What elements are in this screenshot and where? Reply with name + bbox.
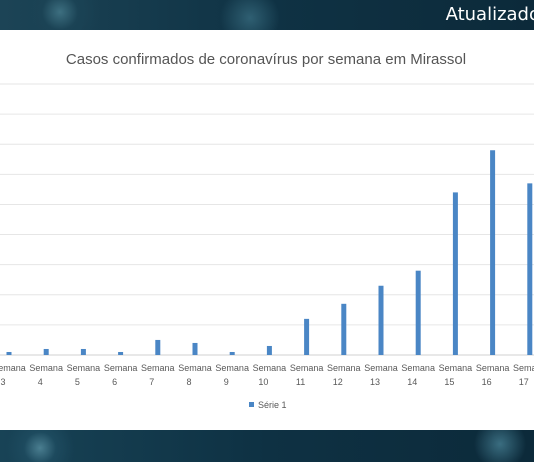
- header-banner: Atualizado: [0, 0, 534, 30]
- x-tick-label-number: 11: [296, 377, 305, 387]
- bar-semana-9: [229, 351, 235, 355]
- x-tick-label-number: 4: [38, 377, 43, 387]
- x-tick-label-number: 14: [407, 377, 417, 387]
- x-tick-label-number: 7: [149, 377, 154, 387]
- bar-chart: Casos confirmados de coronavírus por sem…: [0, 51, 534, 410]
- bar-semana-5: [80, 348, 86, 355]
- footer-banner: [0, 430, 534, 462]
- x-tick-label-prefix: Semana: [513, 363, 534, 373]
- bar-semana-10: [266, 345, 272, 355]
- x-tick-label-prefix: Semana: [29, 363, 63, 373]
- x-tick-label-number: 10: [258, 377, 268, 387]
- bar-semana-16: [490, 150, 496, 355]
- legend: Série 1: [249, 400, 287, 410]
- x-tick-label-prefix: Semana: [290, 363, 324, 373]
- legend-label: Série 1: [258, 400, 287, 410]
- chart-panel: Casos confirmados de coronavírus por sem…: [0, 30, 534, 430]
- x-tick-label-number: 15: [444, 377, 454, 387]
- x-tick-label-prefix: Semana: [215, 363, 249, 373]
- bar-semana-15: [452, 192, 458, 355]
- x-tick-label-number: 16: [482, 377, 492, 387]
- x-tick-label-prefix: Semana: [178, 363, 212, 373]
- bar-semana-12: [341, 303, 347, 355]
- legend-swatch: [249, 402, 254, 407]
- x-tick-label-number: 17: [519, 377, 529, 387]
- x-tick-label-prefix: Semana: [67, 363, 101, 373]
- x-tick-label-prefix: Semana: [327, 363, 361, 373]
- bar-semana-8: [192, 342, 198, 355]
- x-tick-label-number: 9: [224, 377, 229, 387]
- x-tick-label-prefix: Semana: [141, 363, 175, 373]
- bar-semana-6: [118, 351, 124, 355]
- bar-semana-17: [527, 183, 533, 355]
- x-tick-label-number: 8: [186, 377, 191, 387]
- x-tick-label-prefix: Semana: [364, 363, 398, 373]
- bars: [6, 150, 533, 355]
- bar-semana-11: [304, 318, 310, 355]
- x-tick-label-prefix: Semana: [401, 363, 435, 373]
- x-tick-label-number: 12: [333, 377, 343, 387]
- bar-semana-7: [155, 339, 161, 355]
- banner-text: Atualizado: [445, 4, 534, 25]
- gridlines: [0, 83, 534, 356]
- x-tick-label-number: 6: [112, 377, 117, 387]
- x-tick-label-prefix: Semana: [0, 363, 26, 373]
- x-tick-label-number: 5: [75, 377, 80, 387]
- x-tick-label-prefix: Semana: [253, 363, 287, 373]
- x-tick-label-number: 3: [0, 377, 5, 387]
- chart-title: Casos confirmados de coronavírus por sem…: [66, 51, 466, 68]
- x-tick-label-prefix: Semana: [476, 363, 510, 373]
- bar-semana-13: [378, 285, 384, 355]
- x-tick-label-number: 13: [370, 377, 380, 387]
- x-tick-label-prefix: Semana: [104, 363, 138, 373]
- x-tick-label-prefix: Semana: [439, 363, 473, 373]
- x-tick-labels: Semana 3 Semana 4 Semana 5 Semana 6 Semana 7 Seman…: [0, 363, 534, 387]
- bar-semana-4: [43, 348, 49, 355]
- bar-semana-14: [415, 270, 421, 355]
- bar-semana-3: [6, 351, 12, 355]
